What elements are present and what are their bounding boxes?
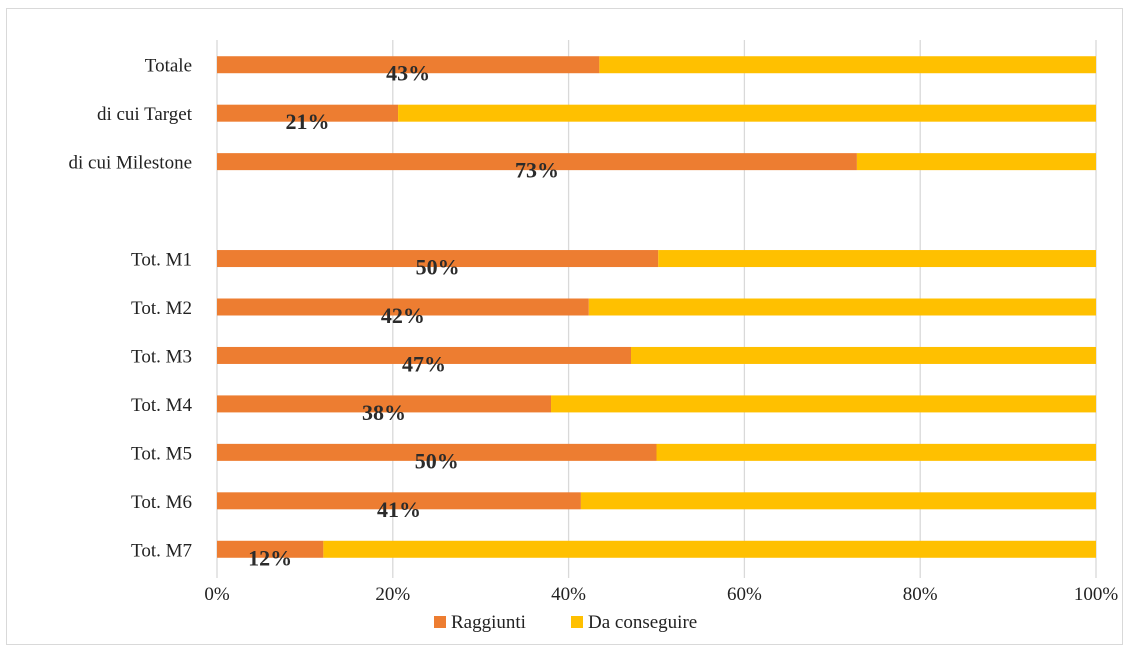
data-label: 50% — [415, 448, 459, 473]
bars — [217, 56, 1097, 558]
bar-raggiunti — [217, 395, 552, 413]
category-label: Totale — [145, 56, 192, 77]
bar-raggiunti — [217, 540, 324, 558]
bar-da-conseguire — [588, 298, 1096, 316]
bar-raggiunti — [217, 56, 600, 74]
legend-label-raggiunti: Raggiunti — [451, 612, 526, 633]
data-label: 73% — [515, 158, 559, 183]
category-labels: Totale di cui Target di cui Milestone Tot. … — [69, 56, 193, 562]
data-label: 47% — [402, 351, 446, 376]
x-tick-label: 40% — [551, 584, 586, 605]
bar-raggiunti — [217, 492, 581, 510]
bar-da-conseguire — [658, 250, 1096, 268]
legend-swatch-raggiunti — [434, 616, 446, 628]
data-label: 41% — [377, 497, 421, 522]
bar-da-conseguire — [599, 56, 1096, 74]
bar-da-conseguire — [656, 443, 1096, 461]
x-tick-label: 80% — [903, 584, 938, 605]
bar-raggiunti — [217, 153, 857, 171]
x-tick-label: 100% — [1074, 584, 1119, 605]
data-label: 43% — [386, 61, 430, 86]
bar-da-conseguire — [856, 153, 1096, 171]
category-label: Tot. M1 — [131, 250, 192, 271]
bar-raggiunti — [217, 250, 659, 268]
data-label: 50% — [416, 255, 460, 280]
bar-da-conseguire — [580, 492, 1096, 510]
category-label: Tot. M7 — [131, 540, 192, 561]
category-label: di cui Milestone — [69, 153, 192, 174]
category-label: Tot. M3 — [131, 346, 192, 367]
x-tick-label: 60% — [727, 584, 762, 605]
legend-label-da-conseguire: Da conseguire — [588, 612, 697, 633]
category-label: di cui Target — [97, 104, 193, 125]
data-label: 42% — [381, 303, 425, 328]
bar-da-conseguire — [631, 346, 1096, 364]
category-label: Tot. M6 — [131, 492, 192, 513]
bar-raggiunti — [217, 298, 589, 316]
category-label: Tot. M5 — [131, 443, 192, 464]
x-tick-labels: 0% 20% 40% 60% 80% 100% — [204, 584, 1118, 605]
category-label: Tot. M2 — [131, 298, 192, 319]
data-labels: 43% 21% 73% 50% 42% 47% 38% 50% 41% 12% — [248, 61, 559, 571]
bar-da-conseguire — [398, 104, 1097, 122]
bar-da-conseguire — [551, 395, 1096, 413]
bar-raggiunti — [217, 346, 632, 364]
data-label: 38% — [362, 400, 406, 425]
data-label: 21% — [286, 109, 330, 134]
legend: Raggiunti Da conseguire — [434, 612, 697, 633]
x-tick-label: 0% — [204, 584, 230, 605]
category-label: Tot. M4 — [131, 395, 192, 416]
x-tick-label: 20% — [375, 584, 410, 605]
legend-swatch-da-conseguire — [571, 616, 583, 628]
bar-raggiunti — [217, 443, 657, 461]
bar-da-conseguire — [323, 540, 1096, 558]
bar-raggiunti — [217, 104, 399, 122]
data-label: 12% — [248, 545, 292, 570]
